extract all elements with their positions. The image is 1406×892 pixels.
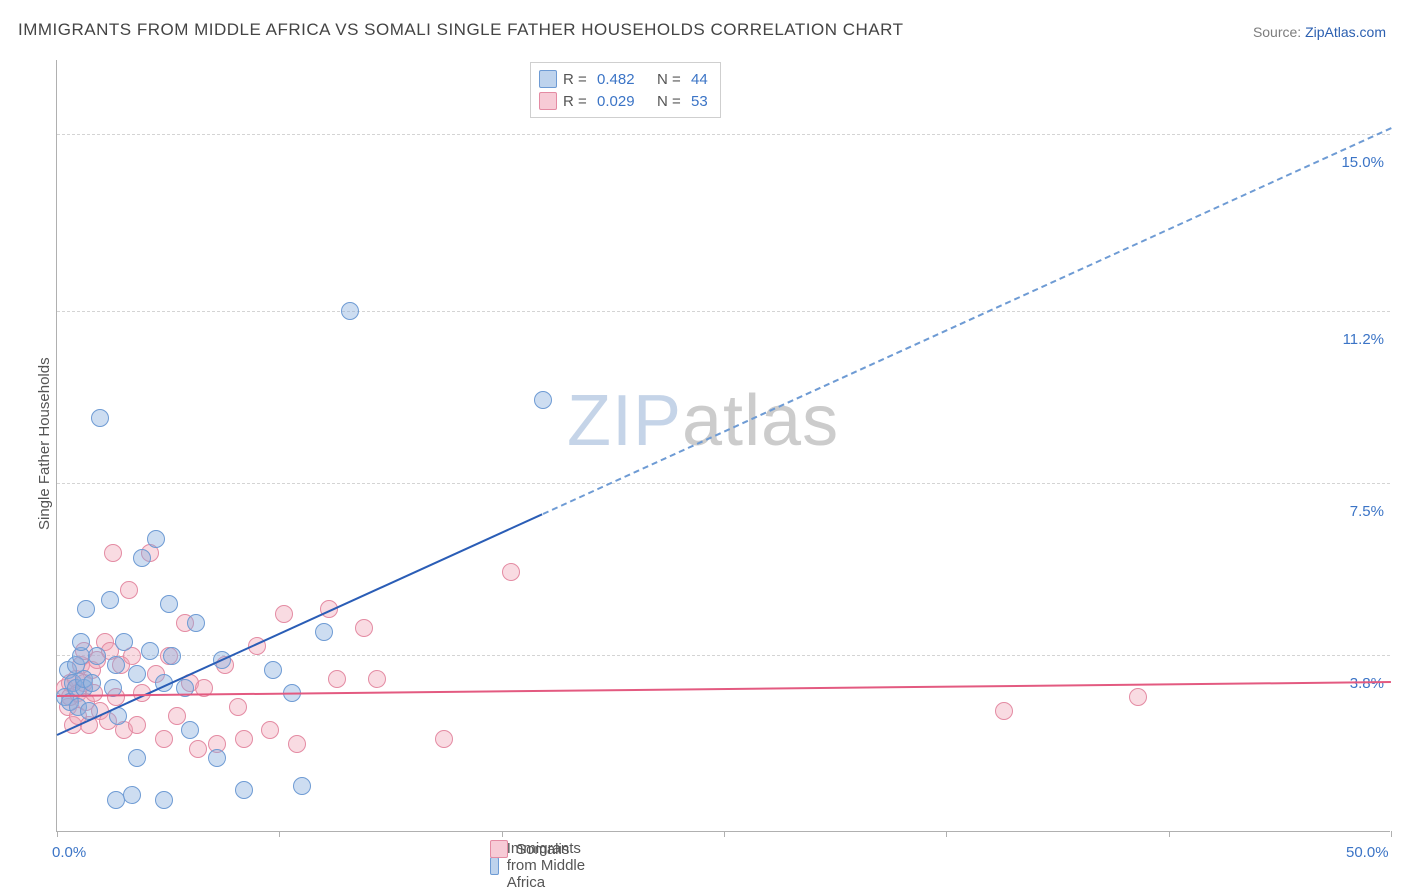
blue-trendline: [57, 514, 543, 737]
pink-scatter-point: [155, 730, 173, 748]
blue-scatter-point: [264, 661, 282, 679]
blue-scatter-point: [128, 749, 146, 767]
x-tick-mark: [57, 831, 58, 837]
pink-scatter-point: [355, 619, 373, 637]
legend-n-label: N =: [657, 71, 685, 88]
legend-swatch-blue: [490, 857, 499, 875]
x-tick-label: 50.0%: [1346, 844, 1389, 861]
blue-scatter-point: [141, 642, 159, 660]
blue-scatter-point: [115, 633, 133, 651]
y-tick-label: 15.0%: [1341, 154, 1384, 171]
chart-title: IMMIGRANTS FROM MIDDLE AFRICA VS SOMALI …: [18, 20, 903, 40]
gridline: [57, 134, 1390, 135]
pink-scatter-point: [261, 721, 279, 739]
legend-swatch-blue: [539, 70, 557, 88]
pink-scatter-point: [128, 716, 146, 734]
pink-scatter-point: [235, 730, 253, 748]
y-tick-label: 11.2%: [1343, 331, 1384, 348]
pink-scatter-point: [189, 740, 207, 758]
x-tick-label: 0.0%: [52, 844, 86, 861]
pink-scatter-point: [1129, 688, 1147, 706]
blue-scatter-point: [341, 302, 359, 320]
legend-n-value: 44: [691, 71, 708, 88]
blue-scatter-point: [315, 623, 333, 641]
blue-scatter-point: [181, 721, 199, 739]
watermark-zip: ZIP: [567, 381, 682, 461]
y-tick-label: 7.5%: [1350, 503, 1384, 520]
x-tick-mark: [1391, 831, 1392, 837]
pink-scatter-point: [368, 670, 386, 688]
pink-scatter-point: [502, 563, 520, 581]
blue-trendline-extrapolated: [542, 128, 1391, 516]
blue-scatter-point: [128, 665, 146, 683]
legend-r-label: R =: [563, 93, 591, 110]
blue-scatter-point: [107, 656, 125, 674]
series-legend-label: Somalis: [516, 841, 569, 858]
x-tick-mark: [279, 831, 280, 837]
pink-scatter-point: [995, 702, 1013, 720]
legend-r-value: 0.029: [597, 93, 651, 110]
pink-scatter-point: [120, 581, 138, 599]
pink-trendline: [57, 681, 1391, 697]
pink-scatter-point: [275, 605, 293, 623]
x-tick-mark: [502, 831, 503, 837]
legend-r-value: 0.482: [597, 71, 651, 88]
legend-swatch-pink: [539, 92, 557, 110]
blue-scatter-point: [208, 749, 226, 767]
gridline: [57, 311, 1390, 312]
watermark: ZIPatlas: [567, 380, 839, 462]
x-tick-mark: [1169, 831, 1170, 837]
source-link[interactable]: ZipAtlas.com: [1305, 24, 1386, 40]
stats-legend: R = 0.482 N = 44 R = 0.029 N = 53: [530, 62, 721, 118]
correlation-chart: IMMIGRANTS FROM MIDDLE AFRICA VS SOMALI …: [0, 0, 1406, 892]
legend-swatch-pink: [490, 840, 508, 858]
pink-scatter-point: [104, 544, 122, 562]
legend-n-value: 53: [691, 93, 708, 110]
plot-area: ZIPatlas 3.8% 7.5% 11.2% 15.0%: [56, 60, 1390, 832]
y-axis-label: Single Father Households: [36, 357, 53, 530]
blue-scatter-point: [83, 674, 101, 692]
legend-n-label: N =: [657, 93, 685, 110]
gridline: [57, 483, 1390, 484]
blue-scatter-point: [147, 530, 165, 548]
x-tick-mark: [946, 831, 947, 837]
blue-scatter-point: [187, 614, 205, 632]
blue-scatter-point: [160, 595, 178, 613]
blue-scatter-point: [91, 409, 109, 427]
blue-scatter-point: [77, 600, 95, 618]
blue-scatter-point: [72, 633, 90, 651]
blue-scatter-point: [163, 647, 181, 665]
source-prefix: Source:: [1253, 24, 1305, 40]
blue-scatter-point: [101, 591, 119, 609]
blue-scatter-point: [133, 549, 151, 567]
blue-scatter-point: [293, 777, 311, 795]
stats-legend-row: R = 0.482 N = 44: [539, 68, 708, 90]
watermark-atlas: atlas: [682, 381, 839, 461]
pink-scatter-point: [288, 735, 306, 753]
source-label: Source: ZipAtlas.com: [1253, 24, 1386, 40]
blue-scatter-point: [155, 791, 173, 809]
x-tick-mark: [724, 831, 725, 837]
pink-scatter-point: [435, 730, 453, 748]
gridline: [57, 655, 1390, 656]
blue-scatter-point: [123, 786, 141, 804]
blue-scatter-point: [534, 391, 552, 409]
pink-scatter-point: [229, 698, 247, 716]
pink-scatter-point: [328, 670, 346, 688]
blue-scatter-point: [235, 781, 253, 799]
series-legend-item: Somalis: [490, 840, 569, 858]
y-tick-label: 3.8%: [1350, 675, 1384, 692]
stats-legend-row: R = 0.029 N = 53: [539, 90, 708, 112]
legend-r-label: R =: [563, 71, 591, 88]
blue-scatter-point: [88, 647, 106, 665]
